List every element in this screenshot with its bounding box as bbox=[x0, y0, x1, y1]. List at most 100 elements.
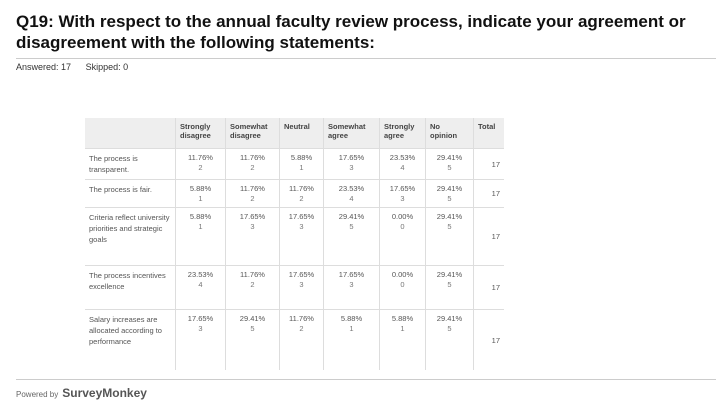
response-cell: 29.41% 5 bbox=[323, 207, 380, 266]
count: 1 bbox=[198, 194, 203, 203]
count: 3 bbox=[349, 280, 354, 289]
count: 3 bbox=[299, 222, 304, 231]
column-header: No opinion bbox=[425, 118, 474, 149]
title: Q19: With respect to the annual faculty … bbox=[16, 12, 686, 52]
count: 2 bbox=[250, 280, 255, 289]
percent: 11.76% bbox=[240, 184, 265, 193]
response-cell: 17.65% 3 bbox=[323, 148, 380, 180]
percent: 5.88% bbox=[189, 212, 212, 221]
response-cell: 11.76% 2 bbox=[225, 148, 280, 180]
percent: 23.53% bbox=[389, 153, 416, 162]
percent: 11.76% bbox=[289, 314, 314, 323]
answered: Answered: 17 bbox=[16, 62, 72, 72]
response-cell: 11.76% 2 bbox=[225, 179, 280, 208]
count: 2 bbox=[250, 194, 255, 203]
response-cell: 17.65% 3 bbox=[323, 265, 380, 310]
count: 2 bbox=[250, 163, 255, 172]
percent: 11.76% bbox=[240, 153, 265, 162]
column-header: Strongly agree bbox=[379, 118, 426, 149]
count: 5 bbox=[250, 324, 255, 333]
count: 1 bbox=[198, 222, 203, 231]
percent: 17.65% bbox=[187, 314, 214, 323]
percent: 5.88% bbox=[290, 153, 313, 162]
percent: 11.76% bbox=[240, 270, 265, 279]
table-row: The process is transparent. 11.76% 2 11.76%… bbox=[85, 148, 504, 180]
divider bbox=[16, 379, 716, 380]
percent: 5.88% bbox=[391, 314, 414, 323]
total: 17 bbox=[473, 265, 504, 310]
response-cell: 5.88% 1 bbox=[323, 309, 380, 370]
percent: 23.53% bbox=[338, 184, 365, 193]
response-cell: 17.65% 3 bbox=[225, 207, 280, 266]
percent: 17.65% bbox=[338, 270, 365, 279]
count: 3 bbox=[198, 324, 203, 333]
count: 2 bbox=[299, 194, 304, 203]
count: 1 bbox=[349, 324, 354, 333]
brand: SurveyMonkey bbox=[62, 386, 147, 400]
total: 17 bbox=[473, 207, 504, 266]
response-cell: 17.65% 3 bbox=[279, 207, 324, 266]
count: 1 bbox=[299, 163, 304, 172]
response-cell: 11.76% 2 bbox=[279, 309, 324, 370]
table-row: Salary increases are allocated according… bbox=[85, 309, 504, 370]
percent: 0.00% bbox=[391, 212, 414, 221]
response-cell: 29.41% 5 bbox=[425, 207, 474, 266]
count: 5 bbox=[447, 194, 452, 203]
table-row: The process is fair. 5.88% 1 11.76% 2 11.76% 2… bbox=[85, 179, 504, 208]
response-cell: 5.88% 1 bbox=[175, 179, 226, 208]
row-label: The process is fair. bbox=[85, 179, 176, 208]
count: 4 bbox=[198, 280, 203, 289]
percent: 17.65% bbox=[288, 270, 315, 279]
column-header: Neutral bbox=[279, 118, 324, 149]
percent: 5.88% bbox=[340, 314, 363, 323]
percent: 17.65% bbox=[239, 212, 266, 221]
percent: 29.41% bbox=[436, 314, 463, 323]
count: 3 bbox=[299, 280, 304, 289]
column-header: Total bbox=[473, 118, 504, 149]
response-cell: 11.76% 2 bbox=[225, 265, 280, 310]
count: 5 bbox=[349, 222, 354, 231]
response-cell: 23.53% 4 bbox=[379, 148, 426, 180]
table-row: Criteria reflect university priorities a… bbox=[85, 207, 504, 266]
response-cell: 29.41% 5 bbox=[425, 179, 474, 208]
count: 4 bbox=[349, 194, 354, 203]
percent: 29.41% bbox=[338, 212, 365, 221]
response-cell: 29.41% 5 bbox=[425, 309, 474, 370]
count: 5 bbox=[447, 222, 452, 231]
percent: 11.76% bbox=[188, 153, 213, 162]
response-cell: 5.88% 1 bbox=[175, 207, 226, 266]
response-cell: 23.53% 4 bbox=[175, 265, 226, 310]
percent: 17.65% bbox=[338, 153, 365, 162]
column-header: Somewhat disagree bbox=[225, 118, 280, 149]
response-cell: 23.53% 4 bbox=[323, 179, 380, 208]
response-cell: 5.88% 1 bbox=[379, 309, 426, 370]
row-label: The process incentives excellence bbox=[85, 265, 176, 310]
total: 17 bbox=[473, 309, 504, 370]
column-header: Somewhat agree bbox=[323, 118, 380, 149]
response-cell: 17.65% 3 bbox=[279, 265, 324, 310]
count: 1 bbox=[400, 324, 405, 333]
percent: 23.53% bbox=[187, 270, 214, 279]
table-row: The process incentives excellence 23.53% 4… bbox=[85, 265, 504, 310]
count: 4 bbox=[400, 163, 405, 172]
response-cell: 11.76% 2 bbox=[279, 179, 324, 208]
count: 2 bbox=[299, 324, 304, 333]
count: 2 bbox=[198, 163, 203, 172]
response-cell: 11.76% 2 bbox=[175, 148, 226, 180]
total: 17 bbox=[473, 179, 504, 208]
count: 5 bbox=[447, 163, 452, 172]
response-cell: 0.00% 0 bbox=[379, 265, 426, 310]
count: 0 bbox=[400, 222, 405, 231]
results-table: Strongly disagree Somewhat disagree Neutra… bbox=[85, 118, 504, 370]
response-cell: 17.65% 3 bbox=[379, 179, 426, 208]
corner-cell bbox=[85, 118, 176, 149]
column-header: Strongly disagree bbox=[175, 118, 226, 149]
total: 17 bbox=[473, 148, 504, 180]
response-cell: 29.41% 5 bbox=[425, 265, 474, 310]
count: 3 bbox=[250, 222, 255, 231]
response-cell: 0.00% 0 bbox=[379, 207, 426, 266]
powered-by: Powered by bbox=[16, 390, 59, 399]
response-cell: 17.65% 3 bbox=[175, 309, 226, 370]
response-cell: 29.41% 5 bbox=[425, 148, 474, 180]
